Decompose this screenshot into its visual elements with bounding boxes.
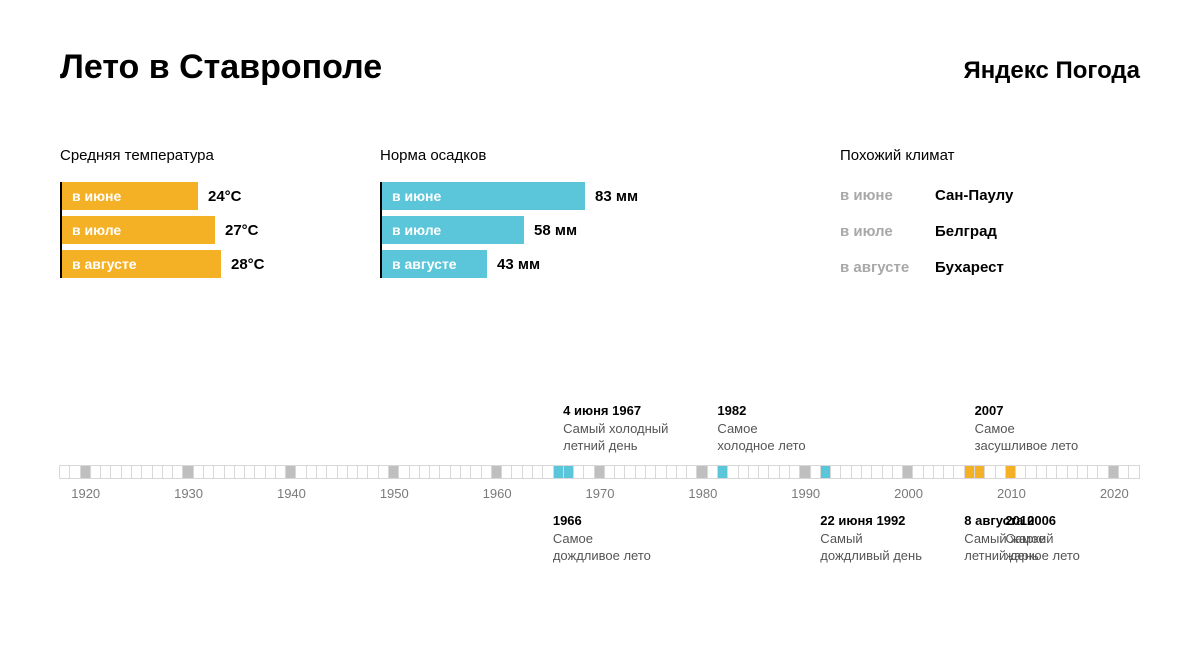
annotation-desc: Самоезасушливое лето — [975, 420, 1079, 455]
timeline-decade-label: 2010 — [997, 486, 1026, 501]
timeline-decade-label: 2020 — [1100, 486, 1129, 501]
annotation-title: 1982 — [717, 402, 805, 420]
bar-row: в июне 83 мм — [382, 182, 760, 210]
climate-row: в июлеБелград — [840, 218, 1013, 244]
timeline-decade-label: 1970 — [586, 486, 615, 501]
annotation-desc: Самоедождливое лето — [553, 530, 651, 565]
timeline-decade-label: 1930 — [174, 486, 203, 501]
panels-row: Средняя температура в июне 24°C в июле 27°C… — [60, 147, 1140, 290]
bar-value: 27°C — [225, 222, 259, 239]
timeline-annotation: 2010Самоежаркое лето — [1005, 512, 1079, 565]
annotation-desc: Самый холодныйлетний день — [563, 420, 668, 455]
timeline-annotation: 1982Самоехолодное лето — [717, 402, 805, 455]
annotation-desc: Самоехолодное лето — [717, 420, 805, 455]
annotation-desc: Самоежаркое лето — [1005, 530, 1079, 565]
brand-label: Яндекс Погода — [963, 57, 1140, 85]
annotation-title: 2010 — [1005, 512, 1079, 530]
annotation-desc: Самыйдождливый день — [820, 530, 922, 565]
timeline-decade-label: 1960 — [483, 486, 512, 501]
timeline-annotation: 4 июня 1967Самый холодныйлетний день — [563, 402, 668, 455]
timeline-decade-label: 1980 — [688, 486, 717, 501]
bar-value: 43 мм — [497, 256, 540, 273]
annotation-title: 22 июня 1992 — [820, 512, 922, 530]
timeline: 1920 1930 1940 1950 1960 1970 1980 1990 2000 2010… — [60, 370, 1140, 590]
bar-value: 28°C — [231, 256, 265, 273]
panel-title-precipitation: Норма осадков — [380, 147, 760, 164]
timeline-annotation: 2007Самоезасушливое лето — [975, 402, 1079, 455]
bar-value: 58 мм — [534, 222, 577, 239]
bar-row: в августе 43 мм — [382, 250, 760, 278]
climate-row: в июнеСан-Паулу — [840, 182, 1013, 208]
climate-month: в июне — [840, 187, 935, 204]
bar: в августе — [62, 250, 221, 278]
annotation-title: 2007 — [975, 402, 1079, 420]
climate-month: в августе — [840, 259, 935, 276]
header: Лето в Ставрополе Яндекс Погода — [60, 48, 1140, 87]
climate-city: Белград — [935, 223, 997, 240]
barchart-temperature: в июне 24°C в июле 27°Cв августе 28°C — [60, 182, 380, 278]
climate-month: в июле — [840, 223, 935, 240]
bar-row: в августе 28°C — [62, 250, 380, 278]
bar-value: 83 мм — [595, 188, 638, 205]
bar: в августе — [382, 250, 487, 278]
panel-temperature: Средняя температура в июне 24°C в июле 27°C… — [60, 147, 380, 290]
panel-climate: Похожий климат в июнеСан-Паулу в июлеБелг… — [840, 147, 1013, 290]
bar: в июле — [382, 216, 524, 244]
timeline-cells — [60, 465, 1140, 479]
bar-row: в июне 24°C — [62, 182, 380, 210]
bar: в июне — [62, 182, 198, 210]
bar-row: в июле 27°C — [62, 216, 380, 244]
bar: в июне — [382, 182, 585, 210]
timeline-annotation: 22 июня 1992Самыйдождливый день — [820, 512, 922, 565]
timeline-annotation: 1966Самоедождливое лето — [553, 512, 651, 565]
timeline-decade-label: 1950 — [380, 486, 409, 501]
timeline-decade-label: 1920 — [71, 486, 100, 501]
climate-city: Бухарест — [935, 259, 1004, 276]
annotation-title: 4 июня 1967 — [563, 402, 668, 420]
bar-value: 24°C — [208, 188, 242, 205]
climate-city: Сан-Паулу — [935, 187, 1013, 204]
bar-row: в июле 58 мм — [382, 216, 760, 244]
timeline-decade-label: 2000 — [894, 486, 923, 501]
page-title: Лето в Ставрополе — [60, 48, 382, 87]
timeline-decade-labels: 1920 1930 1940 1950 1960 1970 1980 1990 2000 2010… — [60, 486, 1140, 506]
timeline-year-cell — [1128, 465, 1139, 479]
timeline-decade-label: 1990 — [791, 486, 820, 501]
timeline-decade-label: 1940 — [277, 486, 306, 501]
panel-precipitation: Норма осадков в июне 83 мм в июле 58 мм в ав… — [380, 147, 760, 290]
barchart-precipitation: в июне 83 мм в июле 58 мм в августе 43 мм — [380, 182, 760, 278]
panel-title-temperature: Средняя температура — [60, 147, 380, 164]
climate-row: в августеБухарест — [840, 254, 1013, 280]
climate-list: в июнеСан-Паулу в июлеБелград в августеБух… — [840, 182, 1013, 280]
panel-title-climate: Похожий климат — [840, 147, 1013, 164]
annotation-title: 1966 — [553, 512, 651, 530]
bar: в июле — [62, 216, 215, 244]
